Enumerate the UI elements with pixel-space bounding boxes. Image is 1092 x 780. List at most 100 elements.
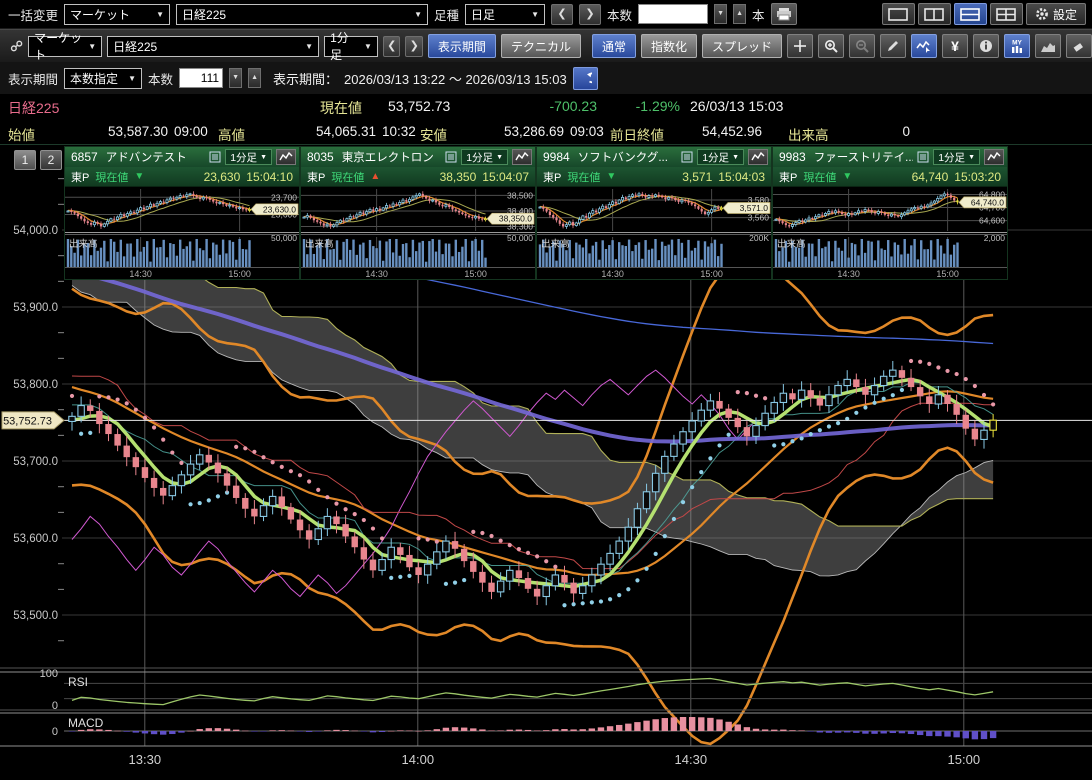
layout-grid-button[interactable] (990, 3, 1023, 25)
chart-icon[interactable] (276, 149, 296, 165)
eraser-button[interactable] (1066, 34, 1092, 58)
svg-text:MACD: MACD (68, 716, 104, 730)
batch-change-label: 一括変更 (8, 5, 58, 24)
chart-icon[interactable] (748, 149, 768, 165)
mini-interval-select[interactable]: 1分足▼ (697, 149, 744, 165)
candle-cursor-icon (916, 39, 932, 53)
svg-text:53,500.0: 53,500.0 (13, 610, 58, 622)
high-value: 54,065.31 (278, 124, 376, 139)
open-label: 始値 (8, 124, 35, 144)
bar-count-down-button[interactable]: ▼ (229, 68, 242, 88)
market-select[interactable]: マーケット▼ (64, 4, 170, 25)
bar-count-input[interactable] (179, 68, 223, 88)
list-icon[interactable] (209, 151, 221, 163)
info-button[interactable] (973, 34, 999, 58)
symbol-select[interactable]: 日経225▼ (176, 4, 428, 25)
direction-icon: ▲ (370, 171, 380, 182)
zoom-in-icon (824, 39, 839, 54)
yen-display-button[interactable]: ¥ (942, 34, 968, 58)
layout-single-button[interactable] (882, 3, 915, 25)
next-button[interactable]: ❯ (579, 4, 601, 25)
normal-mode-button[interactable]: 通常 (592, 34, 636, 58)
market-select[interactable]: マーケット▼ (28, 36, 102, 57)
area-chart-button[interactable] (1035, 34, 1061, 58)
zoom-out-icon (855, 39, 870, 54)
prev-button[interactable]: ❮ (551, 4, 573, 25)
mini-chart-panel: 8035 東京エレクトロン 1分足▼ 東P 現在値 ▲ 38,350 15:04… (300, 146, 536, 280)
svg-text:0: 0 (52, 700, 58, 712)
exchange-label: 東P (71, 169, 89, 185)
pager-button-2[interactable]: 2 (40, 150, 62, 170)
chart-icon[interactable] (512, 149, 532, 165)
draw-button[interactable] (880, 34, 906, 58)
candle-cursor-button[interactable] (911, 34, 937, 58)
svg-text:53,752.73: 53,752.73 (3, 415, 52, 427)
mini-interval-select[interactable]: 1分足▼ (225, 149, 272, 165)
mini-interval-select[interactable]: 1分足▼ (461, 149, 508, 165)
mini-interval-select[interactable]: 1分足▼ (933, 149, 980, 165)
stock-name: ソフトバンクグ... (578, 149, 678, 165)
svg-text:3,560: 3,560 (748, 213, 770, 223)
count-up-button[interactable]: ▲ (733, 4, 746, 24)
svg-text:出来高: 出来高 (305, 238, 334, 250)
layout-two-vertical-button[interactable] (918, 3, 951, 25)
display-period-button[interactable]: 表示期間 (428, 34, 496, 58)
svg-text:15:00: 15:00 (948, 752, 981, 767)
settings-label: 設定 (1053, 6, 1077, 23)
layout-two-horizontal-icon (960, 8, 980, 21)
technical-button[interactable]: テクニカル (501, 34, 581, 58)
interval-select[interactable]: 日足▼ (465, 4, 545, 25)
mini-chart[interactable]: 64,80064,70064,60064,740.02,000出来高14:301… (773, 187, 1007, 279)
indexed-mode-button[interactable]: 指数化 (641, 34, 697, 58)
mini-price: 3,571 (622, 170, 712, 184)
svg-text:23,700: 23,700 (271, 192, 297, 202)
range-label: 表示期間： (273, 69, 338, 88)
count-input[interactable] (638, 4, 708, 24)
list-icon[interactable] (917, 151, 929, 163)
zoom-in-button[interactable] (818, 34, 844, 58)
svg-text:0: 0 (52, 726, 58, 738)
reset-range-button[interactable] (573, 67, 598, 90)
list-icon[interactable] (681, 151, 693, 163)
spread-mode-button[interactable]: スプレッド (702, 34, 782, 58)
count-mode-select[interactable]: 本数指定▼ (64, 68, 142, 89)
low-value: 53,286.69 (466, 124, 564, 139)
layout-two-horizontal-button[interactable] (954, 3, 987, 25)
mini-panel-header: 8035 東京エレクトロン 1分足▼ (301, 147, 535, 167)
svg-text:38,350.0: 38,350.0 (499, 214, 532, 224)
mini-chart[interactable]: 38,50038,40038,30038,350.050,000出来高14:30… (301, 187, 535, 279)
my-indicator-button[interactable]: MY (1004, 34, 1030, 58)
mini-chart[interactable]: 3,5803,5603,571.0200K出来高14:3015:00 (537, 187, 771, 279)
link-icon[interactable] (10, 38, 23, 54)
svg-text:13:30: 13:30 (129, 752, 162, 767)
svg-text:14:30: 14:30 (601, 269, 624, 279)
list-icon[interactable] (445, 151, 457, 163)
chart-app: 一括変更 マーケット▼ 日経225▼ 足種 日足▼ ❮ ❯ 本数 ▼ ▲ 本 (0, 0, 1092, 780)
exchange-label: 東P (307, 169, 325, 185)
layout-grid-icon (996, 8, 1016, 21)
stock-code: 9984 (543, 150, 570, 164)
chart-icon[interactable] (984, 149, 1004, 165)
pager-button-1[interactable]: 1 (14, 150, 36, 170)
svg-text:出来高: 出来高 (541, 238, 570, 250)
svg-text:53,600.0: 53,600.0 (13, 533, 58, 545)
bar-count-up-button[interactable]: ▲ (248, 68, 261, 88)
next-button[interactable]: ❯ (405, 36, 423, 57)
mini-chart[interactable]: 23,70023,60023,630.050,000出来高14:3015:00 (65, 187, 299, 279)
svg-text:15:00: 15:00 (936, 269, 959, 279)
layout-controls: 設定 (882, 3, 1086, 25)
prev-close-value: 54,452.96 (682, 124, 762, 139)
zoom-out-button[interactable] (849, 34, 875, 58)
settings-button[interactable]: 設定 (1026, 3, 1086, 25)
gear-icon (1035, 7, 1049, 21)
svg-text:3,571.0: 3,571.0 (740, 203, 769, 213)
prev-button[interactable]: ❮ (383, 36, 401, 57)
print-button[interactable] (771, 3, 797, 25)
open-value: 53,587.30 (70, 124, 168, 139)
symbol-select[interactable]: 日経225▼ (107, 36, 319, 57)
count-down-button[interactable]: ▼ (714, 4, 727, 24)
interval-select[interactable]: 1分足▼ (324, 36, 378, 57)
crosshair-button[interactable] (787, 34, 813, 58)
mini-panel-quote: 東P 現在値 ▼ 64,740 15:03:20 (773, 167, 1007, 187)
svg-text:53,800.0: 53,800.0 (13, 379, 58, 391)
